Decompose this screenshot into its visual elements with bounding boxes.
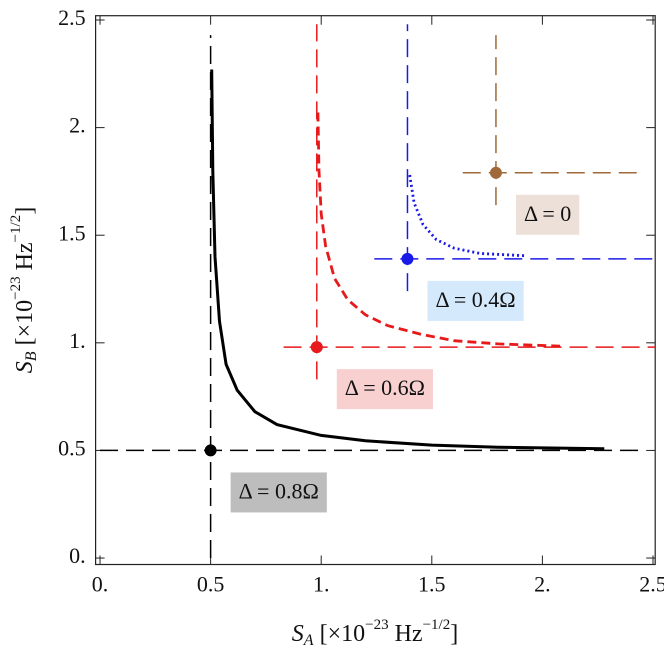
x-tick-label: 1. xyxy=(313,572,330,597)
x-tick-label: 0.5 xyxy=(197,572,225,597)
point xyxy=(489,166,502,179)
label-bg xyxy=(515,194,580,235)
series-label: Δ = 0.8Ω xyxy=(239,478,319,503)
series-label: Δ = 0 xyxy=(524,201,571,226)
y-tick-label: 1.5 xyxy=(58,220,86,245)
plot-frame xyxy=(94,15,656,566)
label: Δ = 0.8Ω xyxy=(230,472,327,513)
curve xyxy=(210,69,605,451)
y-tick-label: 2. xyxy=(69,113,86,138)
label-bg xyxy=(427,280,524,321)
x-tick-label: 0. xyxy=(92,572,109,597)
point xyxy=(310,341,323,354)
x-axis-label: SA [×10−23 Hz−1/2] xyxy=(292,617,458,648)
series-label: Δ = 0.4Ω xyxy=(435,287,515,312)
x-tick-label: 1.5 xyxy=(418,572,446,597)
point xyxy=(401,252,414,265)
y-tick-label: 1. xyxy=(69,328,86,353)
x-tick-label: 2.5 xyxy=(639,572,664,597)
x-tick-label: 2. xyxy=(534,572,551,597)
y-tick-label: 0.5 xyxy=(58,435,86,460)
y-tick-label: 2.5 xyxy=(58,5,86,30)
point xyxy=(204,444,217,457)
label: Δ = 0.6Ω xyxy=(336,369,433,410)
label-bg xyxy=(336,369,433,410)
curve xyxy=(408,174,525,258)
label: Δ = 0 xyxy=(515,194,580,235)
label: Δ = 0.4Ω xyxy=(427,280,524,321)
y-tick-label: 0. xyxy=(69,543,86,568)
series-label: Δ = 0.6Ω xyxy=(345,375,425,400)
curve xyxy=(316,112,561,348)
label-bg xyxy=(230,472,327,513)
y-axis-label: SB [×10−23 Hz−1/2] xyxy=(8,207,39,373)
